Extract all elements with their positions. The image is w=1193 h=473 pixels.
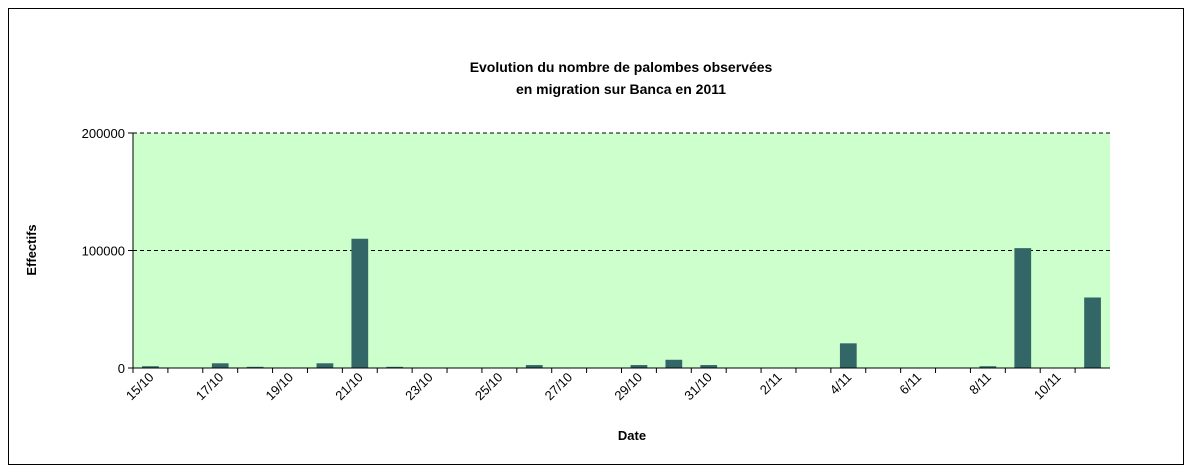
- bar: [246, 366, 264, 368]
- bar: [142, 366, 159, 368]
- bar: [386, 366, 404, 368]
- bar: [630, 365, 648, 368]
- chart-title: en migration sur Banca en 2011: [516, 81, 726, 97]
- bar: [525, 365, 543, 368]
- bar: [839, 343, 857, 368]
- chart-title: Evolution du nombre de palombes observée…: [470, 59, 773, 75]
- y-tick-label: 0: [118, 361, 125, 376]
- bar: [700, 365, 718, 368]
- y-tick-label: 100000: [82, 244, 125, 259]
- bar: [211, 363, 229, 368]
- plot-area: [133, 133, 1110, 368]
- bar: [1084, 297, 1101, 368]
- y-tick-label: 200000: [82, 126, 125, 141]
- bar: [316, 363, 334, 368]
- y-axis-title: Effectifs: [24, 224, 39, 275]
- x-axis-title: Date: [618, 428, 646, 443]
- bar: [1014, 248, 1032, 368]
- bar: [979, 366, 997, 368]
- bar: [665, 359, 683, 368]
- bar: [351, 238, 369, 368]
